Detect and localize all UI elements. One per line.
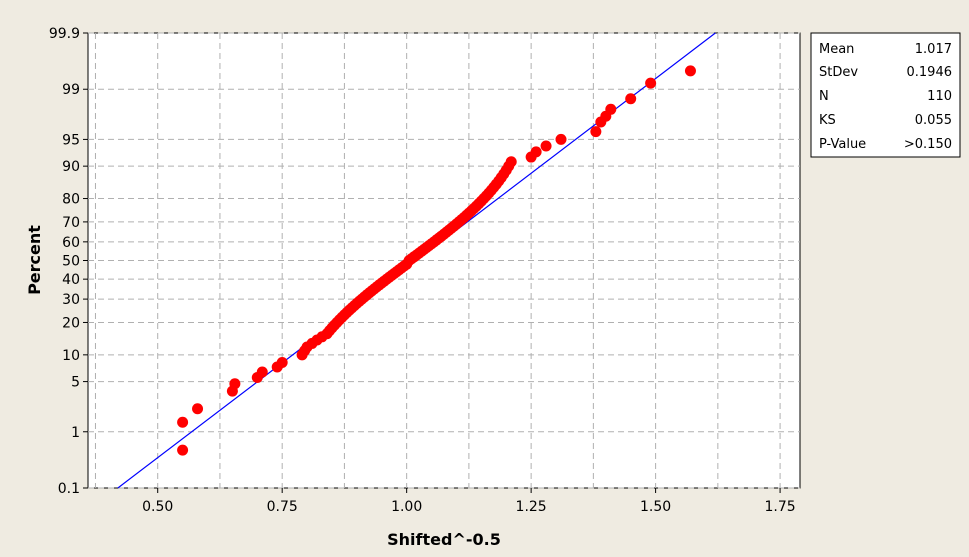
- y-tick-label: 20: [62, 315, 80, 331]
- y-tick-label: 99: [62, 82, 80, 98]
- y-tick-label: 60: [62, 235, 80, 251]
- data-point: [177, 444, 189, 456]
- y-tick-label: 5: [71, 375, 80, 391]
- data-point: [625, 93, 637, 105]
- data-point: [645, 77, 657, 89]
- x-tick-labels: 0.50 0.75 1.00 1.25 1.50 1.75: [142, 488, 796, 515]
- y-tick-label: 95: [62, 132, 80, 148]
- y-axis-title: Percent: [25, 225, 44, 295]
- stat-value-stdev: 0.1946: [907, 65, 953, 80]
- data-point: [540, 140, 552, 152]
- stat-value-p-value: >0.150: [904, 137, 952, 152]
- y-tick-label: 1: [71, 425, 80, 441]
- stat-label-n: N: [819, 89, 829, 104]
- stat-value-n: 110: [927, 89, 952, 104]
- x-axis-title: Shifted^-0.5: [387, 530, 501, 549]
- data-point: [276, 356, 288, 368]
- y-tick-label: 80: [62, 192, 80, 208]
- stat-value-mean: 1.017: [915, 42, 952, 57]
- data-point: [684, 65, 696, 77]
- stat-value-ks: 0.055: [915, 113, 952, 128]
- x-tick-label: 1.00: [391, 499, 422, 515]
- stats-box: Mean 1.017 StDev 0.1946 N 110 KS 0.055 P…: [810, 32, 961, 158]
- y-tick-labels: 0.1 1 5 10 20 30 40 50 60 70 80 90 95 99 99.9: [49, 26, 88, 497]
- data-point: [555, 133, 567, 145]
- data-point: [229, 378, 241, 390]
- stat-label-stdev: StDev: [819, 65, 858, 80]
- x-tick-label: 1.50: [640, 499, 671, 515]
- data-points: [177, 65, 696, 456]
- y-tick-label: 30: [62, 292, 80, 308]
- y-tick-label: 40: [62, 272, 80, 288]
- x-tick-label: 1.75: [764, 499, 795, 515]
- x-tick-label: 0.75: [267, 499, 298, 515]
- y-tick-label: 50: [62, 254, 80, 270]
- x-tick-label: 1.25: [516, 499, 547, 515]
- data-point: [530, 146, 542, 158]
- data-point: [192, 403, 204, 415]
- stat-label-ks: KS: [819, 113, 836, 128]
- grid: [88, 32, 800, 489]
- data-point: [177, 416, 189, 428]
- data-point: [256, 366, 268, 378]
- stat-label-p-value: P-Value: [819, 137, 866, 152]
- stat-label-mean: Mean: [819, 42, 854, 57]
- y-tick-label: 99.9: [49, 26, 80, 42]
- y-tick-label: 70: [62, 215, 80, 231]
- x-tick-label: 0.50: [142, 499, 173, 515]
- data-point: [605, 103, 617, 115]
- y-tick-label: 10: [62, 348, 80, 364]
- data-point: [505, 156, 517, 168]
- y-tick-label: 90: [62, 159, 80, 175]
- stats-box-frame: [810, 32, 961, 158]
- data-point: [590, 126, 602, 138]
- y-tick-label: 0.1: [58, 481, 80, 497]
